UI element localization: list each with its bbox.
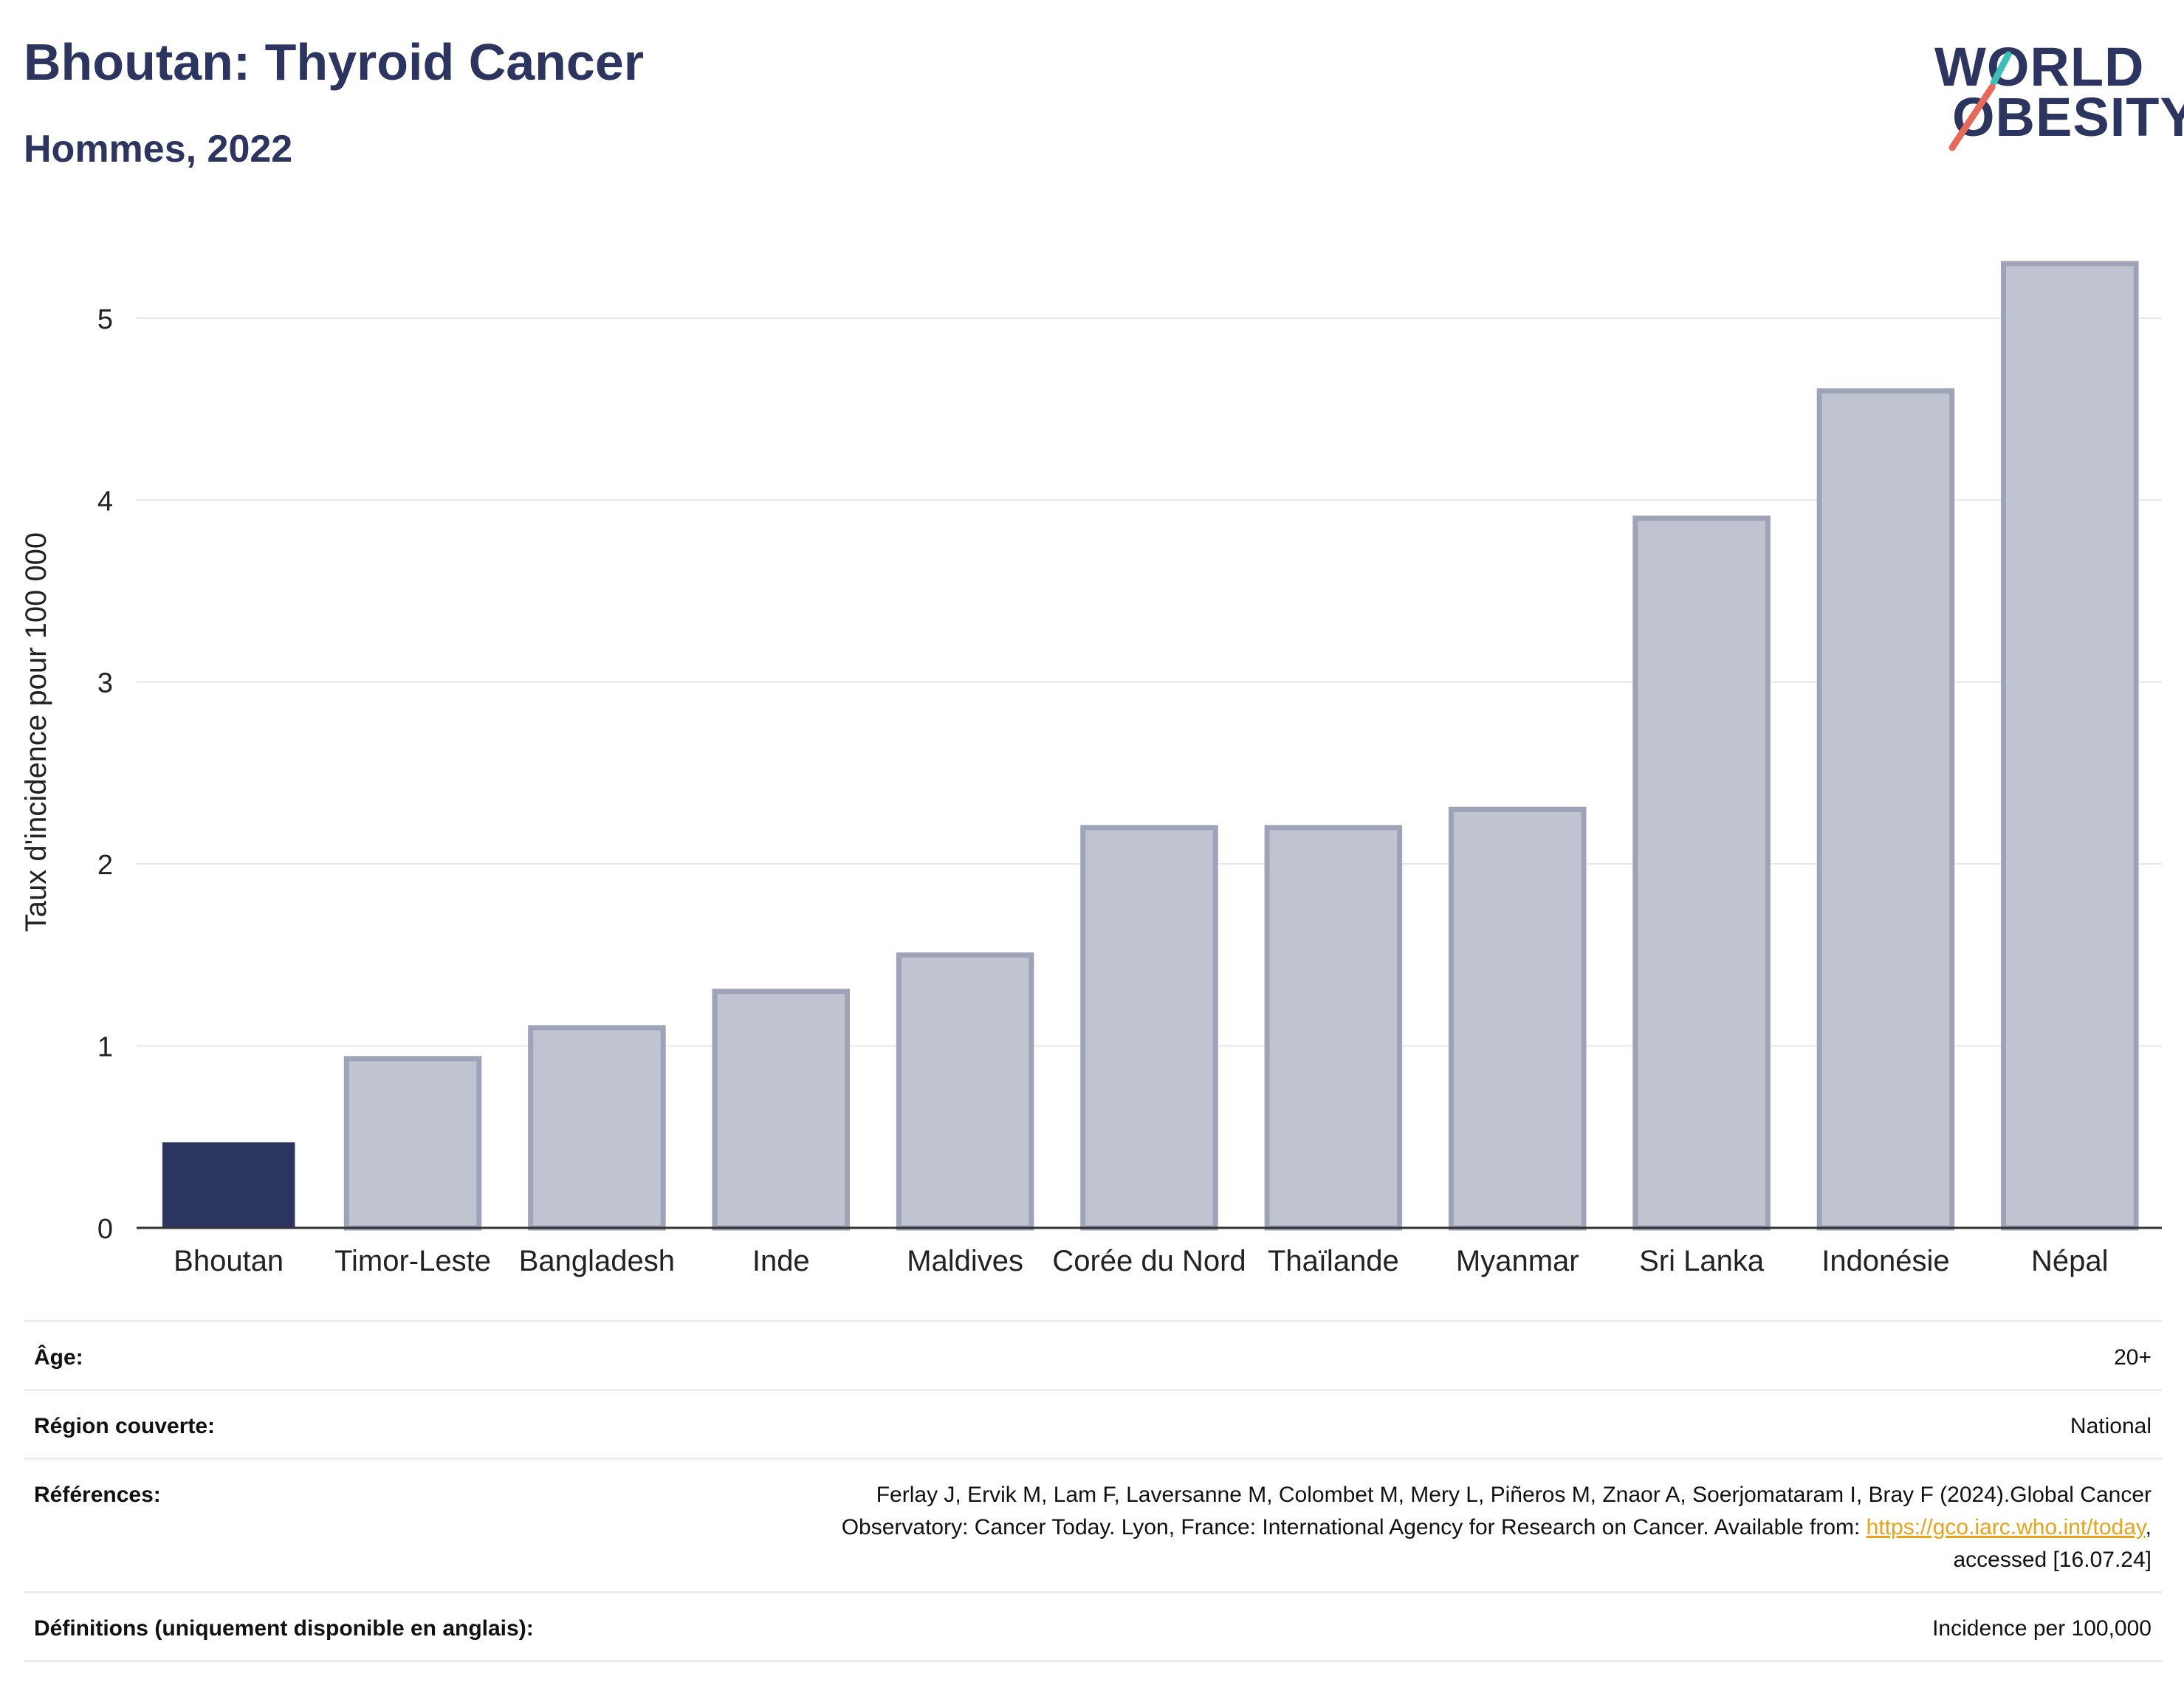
meta-row-region: Région couverte: National bbox=[24, 1389, 2162, 1458]
x-tick-label: Bhoutan bbox=[174, 1245, 284, 1277]
x-tick-label: Corée du Nord bbox=[1052, 1245, 1246, 1277]
y-tick-label: 0 bbox=[97, 1214, 113, 1245]
meta-row-age: Âge: 20+ bbox=[24, 1320, 2162, 1389]
x-tick-label: Myanmar bbox=[1456, 1245, 1579, 1277]
logo-line-1: WORLD bbox=[1934, 36, 2145, 97]
bar-sri-lanka bbox=[1632, 515, 1771, 1231]
reference-text-3: , bbox=[2145, 1515, 2152, 1539]
bar-bangladesh bbox=[528, 1025, 666, 1231]
world-obesity-logo: WORLD OBESITY bbox=[1920, 30, 2184, 162]
age-value: 20+ bbox=[2114, 1345, 2152, 1370]
meta-row-references: Références: Ferlay J, Ervik M, Lam F, La… bbox=[24, 1458, 2162, 1591]
bar-maldives bbox=[896, 952, 1034, 1231]
y-tick-label: 5 bbox=[97, 304, 113, 335]
x-tick-label: Sri Lanka bbox=[1639, 1245, 1765, 1277]
page-title: Bhoutan: Thyroid Cancer bbox=[24, 33, 645, 91]
x-tick-label: Indonésie bbox=[1821, 1245, 1949, 1277]
logo-line-2: OBESITY bbox=[1952, 86, 2184, 148]
x-tick-labels: Bhoutan Timor-Leste Bangladesh Inde Maldives… bbox=[174, 1245, 2108, 1277]
x-tick-label: Inde bbox=[752, 1245, 810, 1277]
region-value: National bbox=[2070, 1414, 2152, 1438]
bar-chart: 0 1 2 3 4 5 Bhoutan Timor-Leste Bangladesh Inde M… bbox=[20, 261, 2162, 1277]
metadata-table: Âge: 20+ Région couverte: National Référ… bbox=[24, 1320, 2162, 1662]
x-tick-label: Bangladesh bbox=[519, 1245, 675, 1277]
references-value: Ferlay J, Ervik M, Lam F, Laversanne M, … bbox=[601, 1479, 2152, 1576]
reference-text-2: Observatory: Cancer Today. Lyon, France:… bbox=[841, 1515, 1867, 1539]
bar-myanmar bbox=[1448, 806, 1587, 1231]
bars bbox=[162, 261, 2139, 1231]
definitions-label: Définitions (uniquement disponible en an… bbox=[34, 1616, 534, 1641]
x-tick-label: Maldives bbox=[907, 1245, 1023, 1277]
x-tick-label: Thaïlande bbox=[1268, 1245, 1399, 1277]
region-label: Région couverte: bbox=[34, 1414, 216, 1438]
logo-slash-icon bbox=[1948, 51, 2012, 151]
reference-text-1: Ferlay J, Ervik M, Lam F, Laversanne M, … bbox=[876, 1483, 2152, 1507]
bar-tha-lande bbox=[1264, 825, 1403, 1231]
bar-bhoutan bbox=[162, 1142, 295, 1228]
reference-link[interactable]: https://gco.iarc.who.int/today bbox=[1866, 1515, 2146, 1539]
references-label: Références: bbox=[34, 1483, 161, 1507]
bar-n-pal bbox=[2001, 261, 2139, 1231]
y-tick-label: 2 bbox=[97, 850, 113, 881]
definitions-value: Incidence per 100,000 bbox=[1932, 1616, 2152, 1641]
reference-text-4: accessed [16.07.24] bbox=[1953, 1548, 2152, 1572]
bar-inde bbox=[712, 989, 851, 1231]
x-tick-label: Timor-Leste bbox=[334, 1245, 491, 1277]
bar-cor-e-du-nord bbox=[1080, 825, 1218, 1231]
y-tick-labels: 0 1 2 3 4 5 bbox=[97, 304, 113, 1245]
y-tick-label: 1 bbox=[97, 1032, 113, 1063]
bar-indon-sie bbox=[1816, 388, 1955, 1231]
meta-row-definitions: Définitions (uniquement disponible en an… bbox=[24, 1591, 2162, 1662]
y-axis-label: Taux d'incidence pour 100 000 bbox=[20, 532, 52, 932]
y-tick-label: 4 bbox=[97, 486, 113, 517]
x-tick-label: Népal bbox=[2031, 1245, 2109, 1277]
age-label: Âge: bbox=[34, 1345, 83, 1370]
y-tick-label: 3 bbox=[97, 668, 113, 699]
bar-timor-leste bbox=[343, 1056, 482, 1231]
page-subtitle: Hommes, 2022 bbox=[24, 128, 293, 171]
